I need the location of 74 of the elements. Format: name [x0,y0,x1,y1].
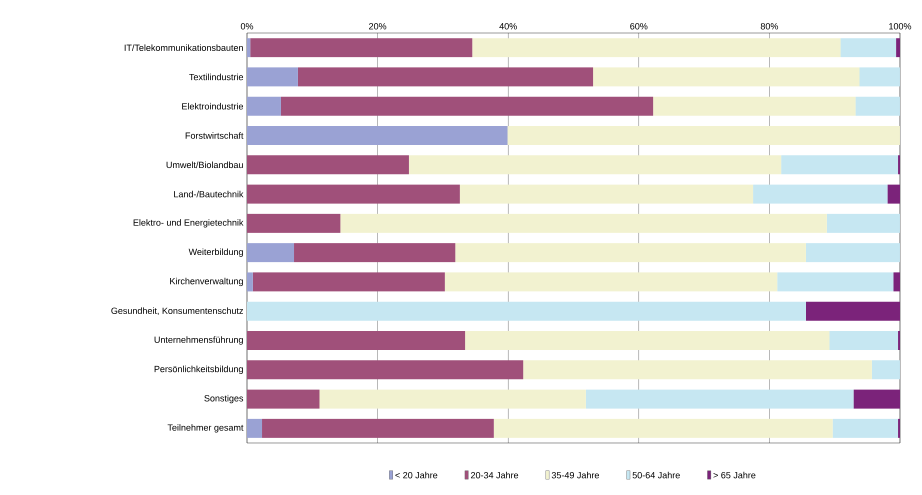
bar [247,184,460,204]
bar [247,390,320,409]
bar [494,418,833,438]
y-tick-label: IT/Telekommunikationsbauten [124,44,243,51]
x-tick-label: 60% [630,23,648,30]
bar [856,96,900,116]
legend-label: 50-64 Jahre [632,472,680,478]
y-tick-label: Umwelt/Biolandbau [166,161,243,168]
x-tick-label: 40% [499,23,517,30]
bar [247,96,281,116]
y-tick-label: Forstwirtschaft [186,132,244,139]
y-tick-label: Elektroindustrie [182,102,244,110]
bar [294,243,456,262]
y-tick-label: Unternehmensführung [154,336,243,345]
legend-label: 20-34 Jahre [470,472,518,478]
x-tick-label: 100% [889,23,912,30]
bar [854,390,900,409]
bar [781,155,898,174]
bar [893,272,900,292]
bar [247,302,806,321]
bar [460,184,754,204]
bar [653,96,856,116]
bar [408,155,782,174]
bar [340,214,827,233]
y-tick-label: Sonstiges [204,394,244,404]
legend-label: 35-49 Jahre [552,472,600,478]
bar [826,214,900,233]
y-tick-label: Persönlichkeitsbildung [154,366,243,374]
y-tick-label: Kirchenverwaltung [170,278,243,286]
y-tick-label: Teilnehmer gesamt [168,424,244,433]
bar [872,360,900,380]
bar [280,96,654,116]
x-tick-label: 20% [369,23,386,30]
legend-label: > 65 Jahre [714,472,756,478]
bar [252,272,445,292]
bar [247,67,298,86]
bar [247,243,294,262]
y-tick-label: Textilindustrie [189,74,244,80]
bar [247,360,524,380]
bar [455,243,806,262]
bar [247,155,409,174]
y-tick-label: Weiterbildung [188,248,243,257]
x-tick-label: 80% [760,23,778,30]
bar [860,67,900,86]
bar [247,126,508,145]
bar [508,126,900,145]
bar [250,38,472,58]
bar [465,330,830,350]
bar [472,38,841,58]
bar [247,330,466,350]
x-tick-label: 0% [240,23,254,30]
bar [262,418,494,438]
bar [247,214,340,233]
bar [319,390,586,409]
bar [829,330,898,350]
bar [247,272,253,292]
bar [444,272,778,292]
bar [593,67,860,86]
bar [586,390,854,409]
bar [806,243,900,262]
bar [777,272,894,292]
bar [523,360,872,380]
y-tick-label: Gesundheit, Konsumentenschutz [111,307,243,316]
bar [753,184,888,204]
legend-label: < 20 Jahre [395,472,438,478]
bar [888,184,900,204]
bar [298,67,594,86]
y-tick-label: Elektro- und Energietechnik [134,219,244,228]
bar [806,302,900,321]
bar [247,38,250,58]
bar [832,418,898,438]
bar [840,38,896,58]
y-tick-label: Land-/Bautechnik [174,190,244,198]
bar [247,418,262,438]
